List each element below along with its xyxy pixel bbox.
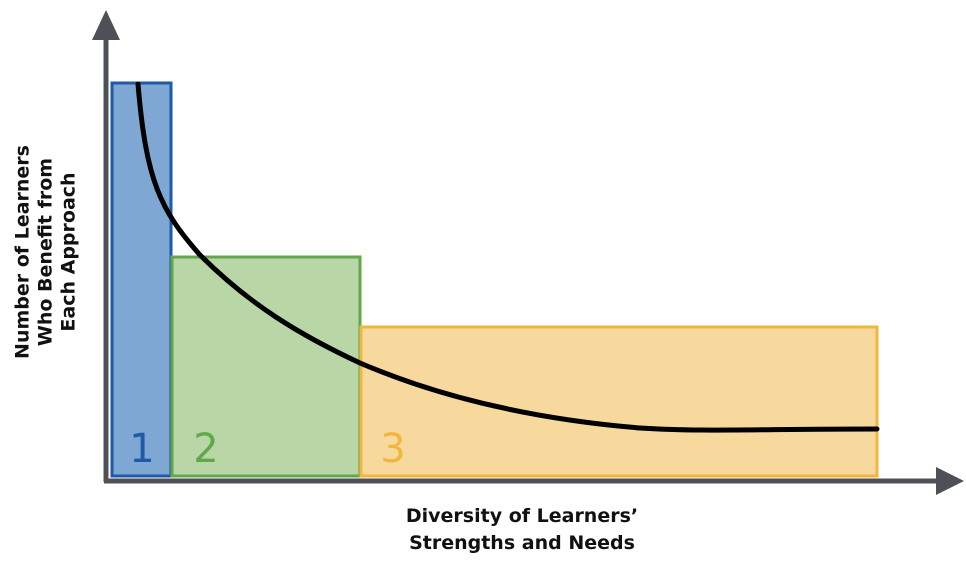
region-1-number: 1 [129, 426, 154, 472]
x-axis-label-line-1: Diversity of Learners’ [405, 505, 639, 527]
x-axis-label: Diversity of Learners’ Strengths and Nee… [322, 503, 722, 557]
y-axis-arrowhead [92, 10, 120, 40]
region-2-bar [170, 255, 362, 478]
y-axis-label-line-1: Number of Learners [11, 145, 34, 359]
region-1-bar [110, 81, 173, 478]
benefit-curve [135, 81, 880, 433]
region-3-number: 3 [380, 426, 405, 472]
region-2-number: 2 [193, 426, 218, 472]
y-axis-label-line-3: Each Approach [57, 172, 80, 332]
y-axis-label: Number of Learners Who Benefit from Each… [12, 145, 81, 359]
region-3-bar [359, 325, 879, 478]
x-axis-label-line-2: Strengths and Needs [409, 532, 635, 554]
x-axis-arrowhead [936, 467, 964, 495]
y-axis-label-line-2: Who Benefit from [34, 157, 57, 347]
